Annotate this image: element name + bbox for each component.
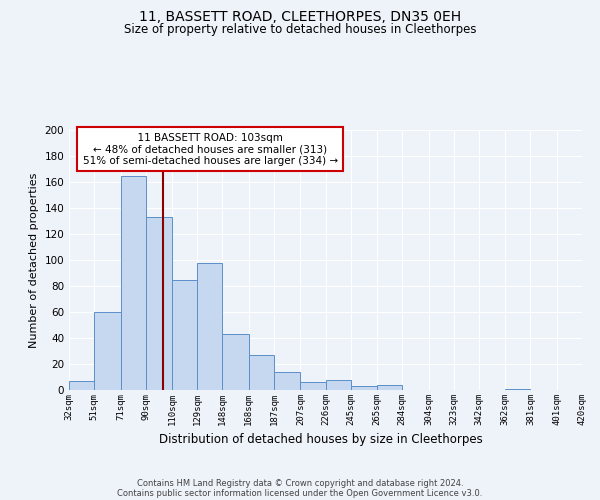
Bar xyxy=(505,388,530,390)
Text: Size of property relative to detached houses in Cleethorpes: Size of property relative to detached ho… xyxy=(124,22,476,36)
Text: Distribution of detached houses by size in Cleethorpes: Distribution of detached houses by size … xyxy=(159,432,483,446)
Y-axis label: Number of detached properties: Number of detached properties xyxy=(29,172,39,348)
Bar xyxy=(69,381,94,390)
Bar xyxy=(172,280,197,390)
Bar xyxy=(350,386,377,390)
Bar xyxy=(223,334,249,390)
Text: 11 BASSETT ROAD: 103sqm  
← 48% of detached houses are smaller (313)
51% of semi: 11 BASSETT ROAD: 103sqm ← 48% of detache… xyxy=(83,132,338,166)
Bar xyxy=(146,217,172,390)
Bar xyxy=(377,385,402,390)
Bar xyxy=(274,372,301,390)
Text: Contains public sector information licensed under the Open Government Licence v3: Contains public sector information licen… xyxy=(118,489,482,498)
Bar xyxy=(94,312,121,390)
Bar xyxy=(121,176,146,390)
Bar xyxy=(325,380,350,390)
Text: 11, BASSETT ROAD, CLEETHORPES, DN35 0EH: 11, BASSETT ROAD, CLEETHORPES, DN35 0EH xyxy=(139,10,461,24)
Bar xyxy=(301,382,325,390)
Bar xyxy=(197,262,223,390)
Bar xyxy=(249,355,274,390)
Text: Contains HM Land Registry data © Crown copyright and database right 2024.: Contains HM Land Registry data © Crown c… xyxy=(137,479,463,488)
